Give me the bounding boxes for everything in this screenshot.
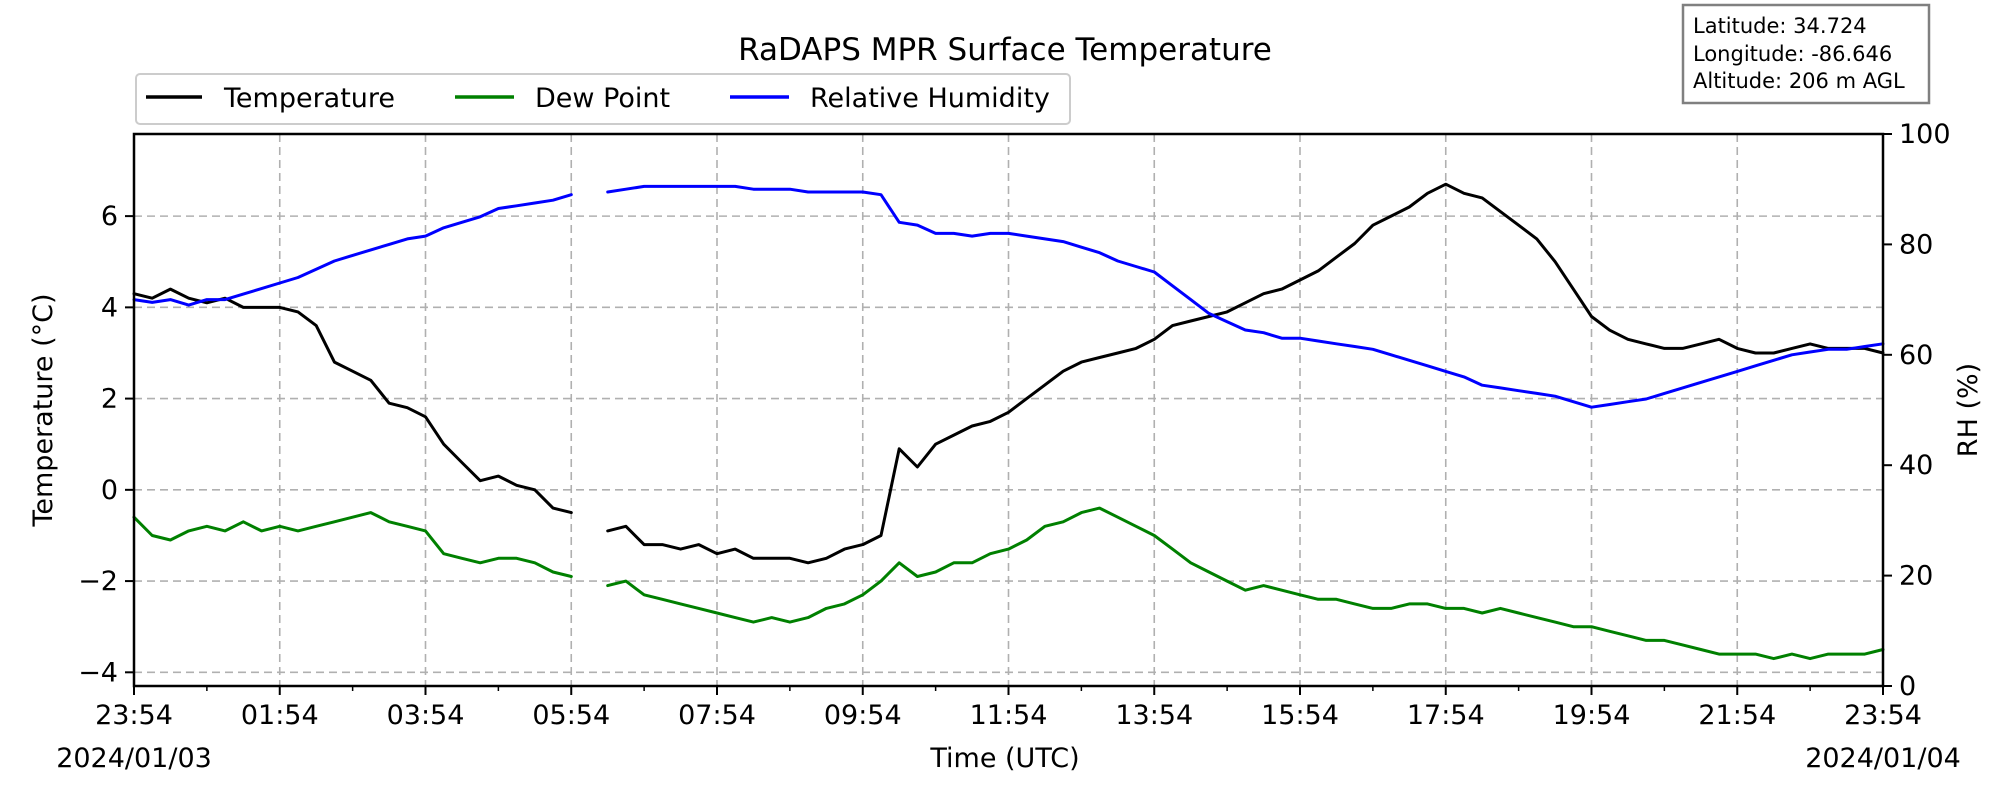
x-tick-label: 07:54 <box>678 700 756 731</box>
y2-tick-label: 20 <box>1899 561 1933 592</box>
location-info-box: Latitude: 34.724 Longitude: -86.646 Alti… <box>1681 3 1931 105</box>
date-right-label: 2024/01/04 <box>1805 743 1961 774</box>
y-tick-label: 2 <box>101 384 118 415</box>
x-tick-label: 05:54 <box>532 700 610 731</box>
y-tick-label: 0 <box>101 475 118 506</box>
y2-tick-label: 0 <box>1899 671 1916 702</box>
date-left-label: 2024/01/03 <box>56 743 212 774</box>
x-tick-label: 23:54 <box>95 700 173 731</box>
legend-frame <box>135 73 1071 125</box>
y2-tick-label: 40 <box>1899 450 1933 481</box>
info-longitude: Longitude: -86.646 <box>1693 42 1892 66</box>
y-axis-label: Temperature (°C) <box>28 293 59 527</box>
x-tick-label: 15:54 <box>1261 700 1339 731</box>
x-axis-label: Time (UTC) <box>929 743 1079 774</box>
chart-title: RaDAPS MPR Surface Temperature <box>738 32 1272 68</box>
y2-tick-label: 60 <box>1899 340 1933 371</box>
series-lines <box>132 182 1885 661</box>
axis-ticks: 23:54 01:54 03:54 05:54 07:54 09:54 11:54 13:54… <box>78 119 1950 731</box>
y-tick-label: 4 <box>101 292 118 323</box>
x-tick-label: 01:54 <box>241 700 319 731</box>
x-tick-label: 03:54 <box>387 700 465 731</box>
series-line-temperature <box>132 182 1885 565</box>
series-line-dew-point <box>132 506 1885 661</box>
x-tick-label: 21:54 <box>1698 700 1776 731</box>
x-tick-label: 11:54 <box>970 700 1048 731</box>
x-tick-label: 23:54 <box>1844 700 1922 731</box>
info-box-frame <box>1681 3 1931 105</box>
y-tick-label: −2 <box>78 566 118 597</box>
legend: Temperature Dew Point Relative Humidity <box>135 73 1071 125</box>
x-tick-label: 09:54 <box>824 700 902 731</box>
y2-tick-label: 100 <box>1899 119 1951 150</box>
x-tick-label: 13:54 <box>1115 700 1193 731</box>
series-line-relative-humidity <box>132 184 1885 409</box>
y-tick-label: −4 <box>78 657 118 688</box>
y2-tick-label: 80 <box>1899 229 1933 260</box>
x-tick-label: 19:54 <box>1553 700 1631 731</box>
grid <box>134 134 1883 686</box>
legend-label-temperature: Temperature <box>223 83 395 114</box>
y-tick-label: 6 <box>101 201 118 232</box>
info-altitude: Altitude: 206 m AGL <box>1693 69 1905 93</box>
y2-axis-label: RH (%) <box>1953 363 1984 457</box>
info-latitude: Latitude: 34.724 <box>1693 14 1867 38</box>
x-tick-label: 17:54 <box>1407 700 1485 731</box>
legend-label-relative-humidity: Relative Humidity <box>810 83 1050 114</box>
legend-label-dew-point: Dew Point <box>535 83 670 114</box>
